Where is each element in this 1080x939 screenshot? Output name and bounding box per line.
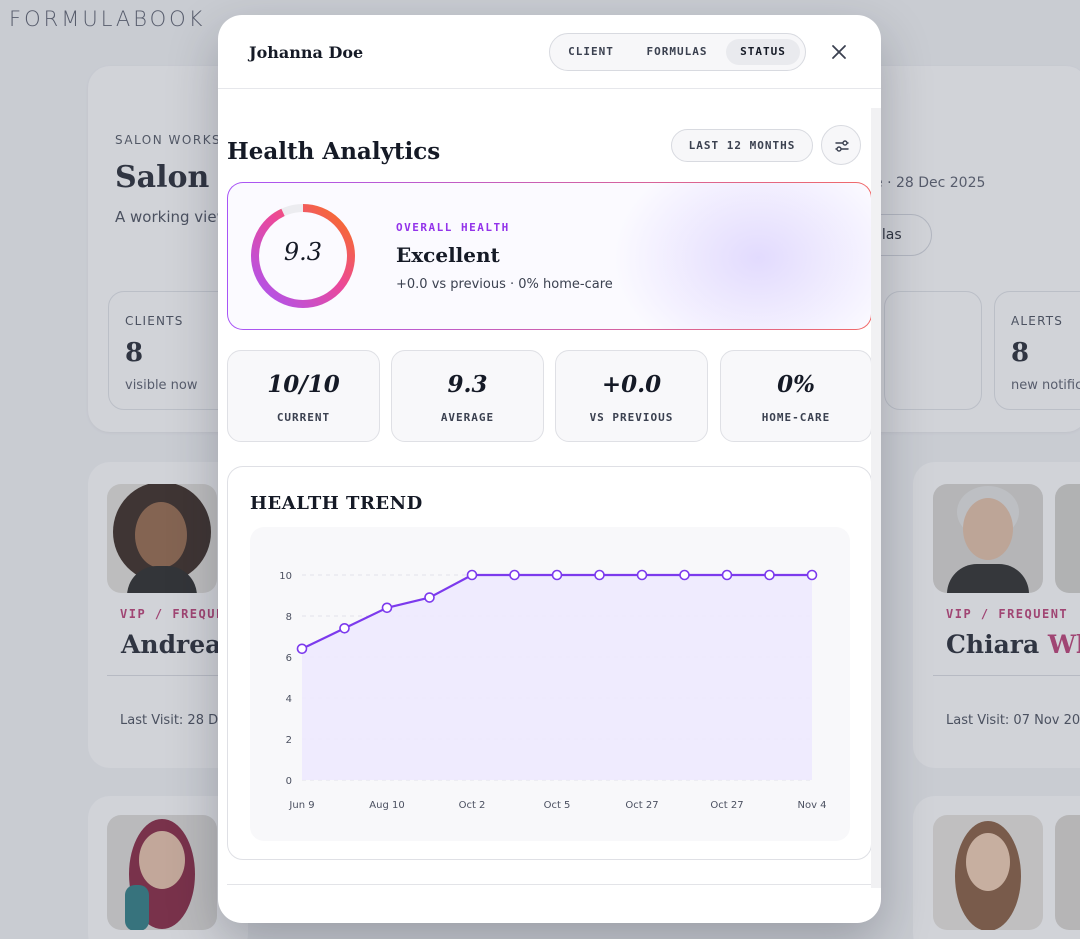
data-point bbox=[381, 602, 393, 614]
x-tick-label: Nov 4 bbox=[797, 800, 826, 811]
divider bbox=[107, 675, 227, 676]
kpi-card-home-care: 0% HOME-CARE bbox=[720, 350, 871, 442]
data-point bbox=[509, 569, 520, 581]
data-point bbox=[296, 643, 308, 655]
data-point bbox=[636, 569, 648, 581]
workspace-right-date: e · 28 Dec 2025 bbox=[874, 175, 986, 191]
workspace-title: Salon I bbox=[115, 160, 234, 195]
area-fill bbox=[302, 575, 812, 780]
chart-area: 0 2 4 6 8 10 Jun 9 Aug 10 Oct 2 Oct 5 Oct 27 Oct 27… bbox=[250, 527, 850, 841]
modal-scrollbar[interactable] bbox=[871, 108, 881, 888]
decorative-glow bbox=[608, 183, 871, 329]
client-last-visit: Last Visit: 28 De bbox=[120, 713, 227, 728]
modal-tab-group: CLIENT FORMULAS STATUS bbox=[549, 33, 806, 71]
y-tick-label: 8 bbox=[286, 612, 292, 623]
tab-status[interactable]: STATUS bbox=[726, 39, 800, 65]
client-photo-secondary bbox=[1055, 815, 1080, 930]
x-tick-label: Oct 5 bbox=[544, 800, 571, 811]
client-tag: VIP / FREQUE bbox=[120, 607, 225, 621]
overall-health-status: Excellent bbox=[396, 243, 500, 267]
stat-value: 8 bbox=[125, 338, 144, 368]
kpi-card-current: 10/10 CURRENT bbox=[227, 350, 380, 442]
close-button[interactable] bbox=[826, 39, 852, 65]
client-photo-secondary bbox=[1055, 484, 1080, 593]
data-point bbox=[466, 569, 478, 581]
kpi-label: CURRENT bbox=[276, 411, 331, 424]
client-photo bbox=[933, 815, 1043, 930]
tab-client[interactable]: CLIENT bbox=[568, 45, 614, 58]
kpi-card-vs-previous: +0.0 VS PREVIOUS bbox=[555, 350, 708, 442]
range-button[interactable]: LAST 12 MONTHS bbox=[671, 129, 813, 162]
kpi-label: AVERAGE bbox=[440, 411, 495, 424]
kpi-label: VS PREVIOUS bbox=[589, 411, 674, 424]
brand-logo: FORMULABOOK bbox=[9, 7, 206, 31]
stat-value: 8 bbox=[1011, 338, 1030, 368]
client-modal: Johanna Doe CLIENT FORMULAS STATUS Healt… bbox=[218, 15, 881, 923]
x-tick-label: Oct 27 bbox=[625, 800, 658, 811]
health-score-ring bbox=[251, 204, 355, 308]
stat-caption: visible now bbox=[125, 378, 198, 393]
section-title: Health Analytics bbox=[227, 138, 441, 165]
y-tick-label: 6 bbox=[286, 653, 292, 664]
divider bbox=[933, 675, 1080, 676]
data-point bbox=[594, 569, 605, 581]
health-trend-chart: 0 2 4 6 8 10 Jun 9 Aug 10 Oct 2 Oct 5 Oct 27 Oct 27… bbox=[279, 569, 827, 811]
stat-label: ALERTS bbox=[1011, 314, 1064, 328]
x-tick-label: Jun 9 bbox=[288, 800, 314, 811]
x-tick-label: Oct 2 bbox=[459, 800, 486, 811]
client-tag: VIP / FREQUENT bbox=[946, 607, 1069, 621]
data-point bbox=[679, 569, 690, 581]
health-trend-card: HEALTH TREND 0 2 4 6 8 10 Jun 9 Aug 10 Oct 2 Oct … bbox=[227, 466, 871, 860]
modal-client-name: Johanna Doe bbox=[249, 43, 364, 62]
stat-card-alerts: ALERTS 8 new notifica bbox=[994, 291, 1080, 410]
kpi-card-average: 9.3 AVERAGE bbox=[391, 350, 544, 442]
kpi-value: +0.0 bbox=[601, 371, 662, 398]
kpi-value: 10/10 bbox=[267, 371, 340, 398]
data-point bbox=[551, 569, 563, 581]
client-name: Chiara Whi bbox=[946, 630, 1080, 659]
y-tick-label: 4 bbox=[286, 694, 292, 705]
y-tick-label: 2 bbox=[286, 735, 292, 746]
data-point bbox=[721, 569, 733, 581]
workspace-eyebrow: SALON WORKSP bbox=[115, 133, 230, 147]
chart-title: HEALTH TREND bbox=[250, 493, 423, 514]
data-point bbox=[424, 592, 435, 603]
x-tick-label: Aug 10 bbox=[369, 800, 404, 811]
stat-card-empty bbox=[884, 291, 982, 410]
overall-health-label: OVERALL HEALTH bbox=[396, 221, 510, 234]
close-icon bbox=[832, 45, 846, 59]
x-tick-label: Oct 27 bbox=[710, 800, 743, 811]
stat-label: CLIENTS bbox=[125, 314, 184, 328]
client-photo bbox=[107, 815, 217, 930]
data-point bbox=[339, 623, 350, 634]
overall-health-card: 9.3 OVERALL HEALTH Excellent +0.0 vs pre… bbox=[227, 182, 871, 330]
kpi-value: 9.3 bbox=[447, 371, 488, 398]
stat-caption: new notifica bbox=[1011, 378, 1080, 393]
filter-button[interactable] bbox=[821, 125, 861, 165]
sliders-icon bbox=[835, 140, 849, 152]
workspace-subtitle: A working view bbox=[115, 208, 229, 226]
y-tick-label: 0 bbox=[286, 776, 292, 787]
client-photo bbox=[933, 484, 1043, 593]
modal-body: Health Analytics LAST 12 MONTHS bbox=[218, 90, 871, 923]
data-point bbox=[764, 569, 775, 581]
y-tick-label: 10 bbox=[279, 571, 292, 582]
client-last-visit: Last Visit: 07 Nov 2025 bbox=[946, 713, 1080, 728]
divider bbox=[227, 884, 871, 885]
health-score-value: 9.3 bbox=[283, 238, 323, 266]
modal-header: Johanna Doe CLIENT FORMULAS STATUS bbox=[218, 15, 881, 89]
kpi-label: HOME-CARE bbox=[761, 411, 831, 424]
client-photo bbox=[107, 484, 217, 593]
overall-health-detail: +0.0 vs previous · 0% home-care bbox=[396, 277, 613, 292]
tab-formulas[interactable]: FORMULAS bbox=[646, 45, 708, 58]
data-point bbox=[806, 569, 818, 581]
kpi-value: 0% bbox=[777, 371, 815, 398]
